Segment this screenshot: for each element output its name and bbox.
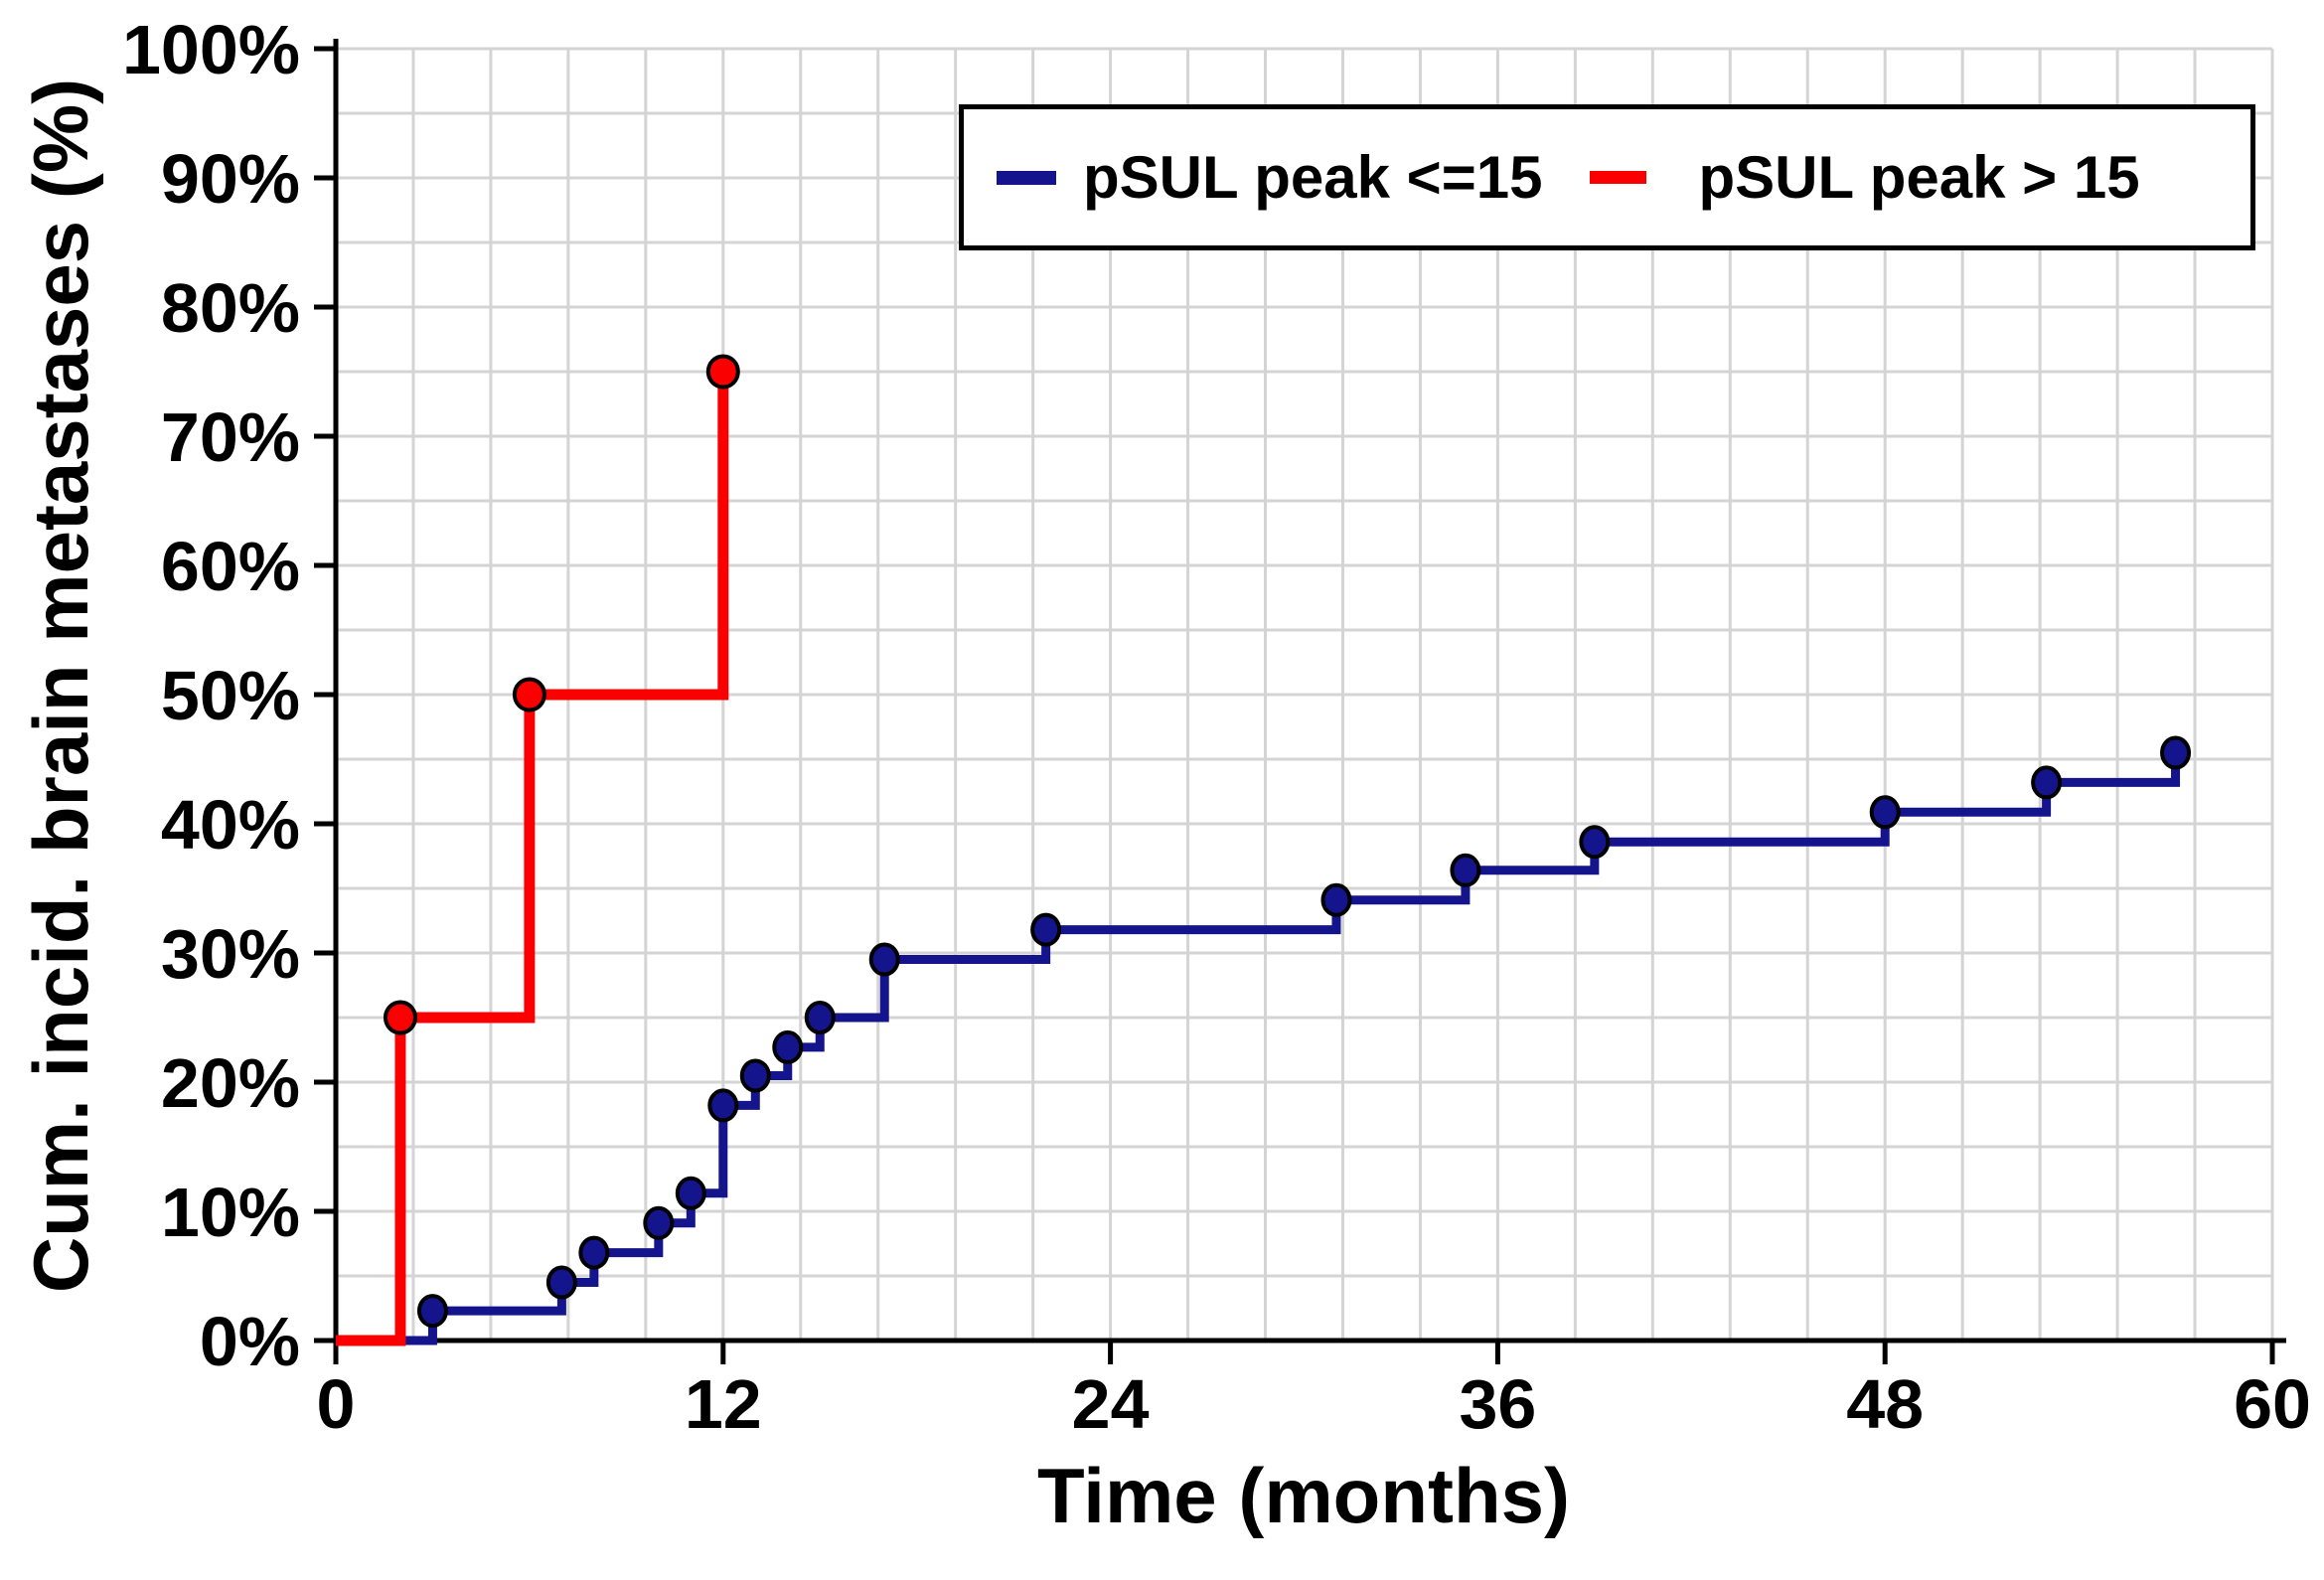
data-point: [1450, 853, 1481, 887]
data-point: [512, 677, 546, 712]
y-tick-label: 80%: [161, 269, 300, 347]
x-tick-label: 0: [317, 1365, 356, 1443]
x-tick-label: 24: [1072, 1365, 1150, 1443]
series-curve-1: [336, 752, 2181, 1345]
legend-label-psul-gt-15: pSUL peak > 15: [1698, 144, 2140, 211]
data-point: [643, 1205, 675, 1240]
gridlines: [336, 47, 2274, 1341]
y-axis-title: Cum. incid. brain metastases (%): [17, 79, 104, 1293]
data-point: [383, 1000, 417, 1035]
x-tick-labels: 0 12 24 36 48 60: [317, 1365, 2311, 1443]
y-tick-labels: 0% 10% 20% 30% 40% 50% 60% 70% 80% 90% 100%: [122, 11, 300, 1380]
data-point: [675, 1176, 706, 1210]
data-point: [545, 1265, 577, 1300]
y-tick-label: 100%: [122, 11, 300, 88]
data-point: [1320, 882, 1352, 917]
data-point: [1030, 912, 1062, 947]
data-point: [705, 354, 740, 390]
x-tick-label: 36: [1459, 1365, 1536, 1443]
legend-item-psul-gt-15: pSUL peak > 15: [1590, 143, 2140, 212]
series-curve-2: [336, 372, 729, 1346]
y-tick-label: 60%: [161, 528, 300, 605]
y-tick-label: 0%: [200, 1303, 300, 1380]
data-point: [2160, 735, 2192, 770]
x-axis-title: Time (months): [1037, 1452, 1570, 1539]
x-tick-label: 60: [2234, 1365, 2311, 1443]
series-markers-2: [383, 354, 740, 1035]
data-point: [868, 942, 900, 977]
data-point: [416, 1294, 448, 1329]
data-point: [707, 1088, 739, 1123]
data-point: [804, 1001, 836, 1034]
y-tick-label: 10%: [161, 1174, 300, 1251]
y-tick-label: 40%: [161, 786, 300, 864]
data-point: [1869, 795, 1901, 830]
y-tick-label: 90%: [161, 140, 300, 218]
legend-marker-series-1: [997, 170, 1056, 185]
data-point: [1579, 825, 1611, 860]
data-point: [739, 1058, 771, 1093]
y-tick-label: 50%: [161, 657, 300, 734]
series-markers-1: [416, 735, 2192, 1329]
y-tick-label: 30%: [161, 915, 300, 993]
legend-item-psul-le-15: pSUL peak <=15: [997, 143, 1542, 212]
data-point: [772, 1029, 804, 1064]
data-point: [2031, 765, 2063, 800]
legend-label-psul-le-15: pSUL peak <=15: [1083, 144, 1543, 211]
axes: [314, 39, 2286, 1364]
y-tick-label: 20%: [161, 1044, 300, 1122]
y-tick-label: 70%: [161, 398, 300, 476]
legend: pSUL peak <=15 pSUL peak > 15: [959, 104, 2255, 250]
x-tick-label: 48: [1846, 1365, 1924, 1443]
data-point: [578, 1235, 610, 1270]
x-tick-label: 12: [685, 1365, 762, 1443]
legend-marker-series-2: [1590, 171, 1647, 184]
